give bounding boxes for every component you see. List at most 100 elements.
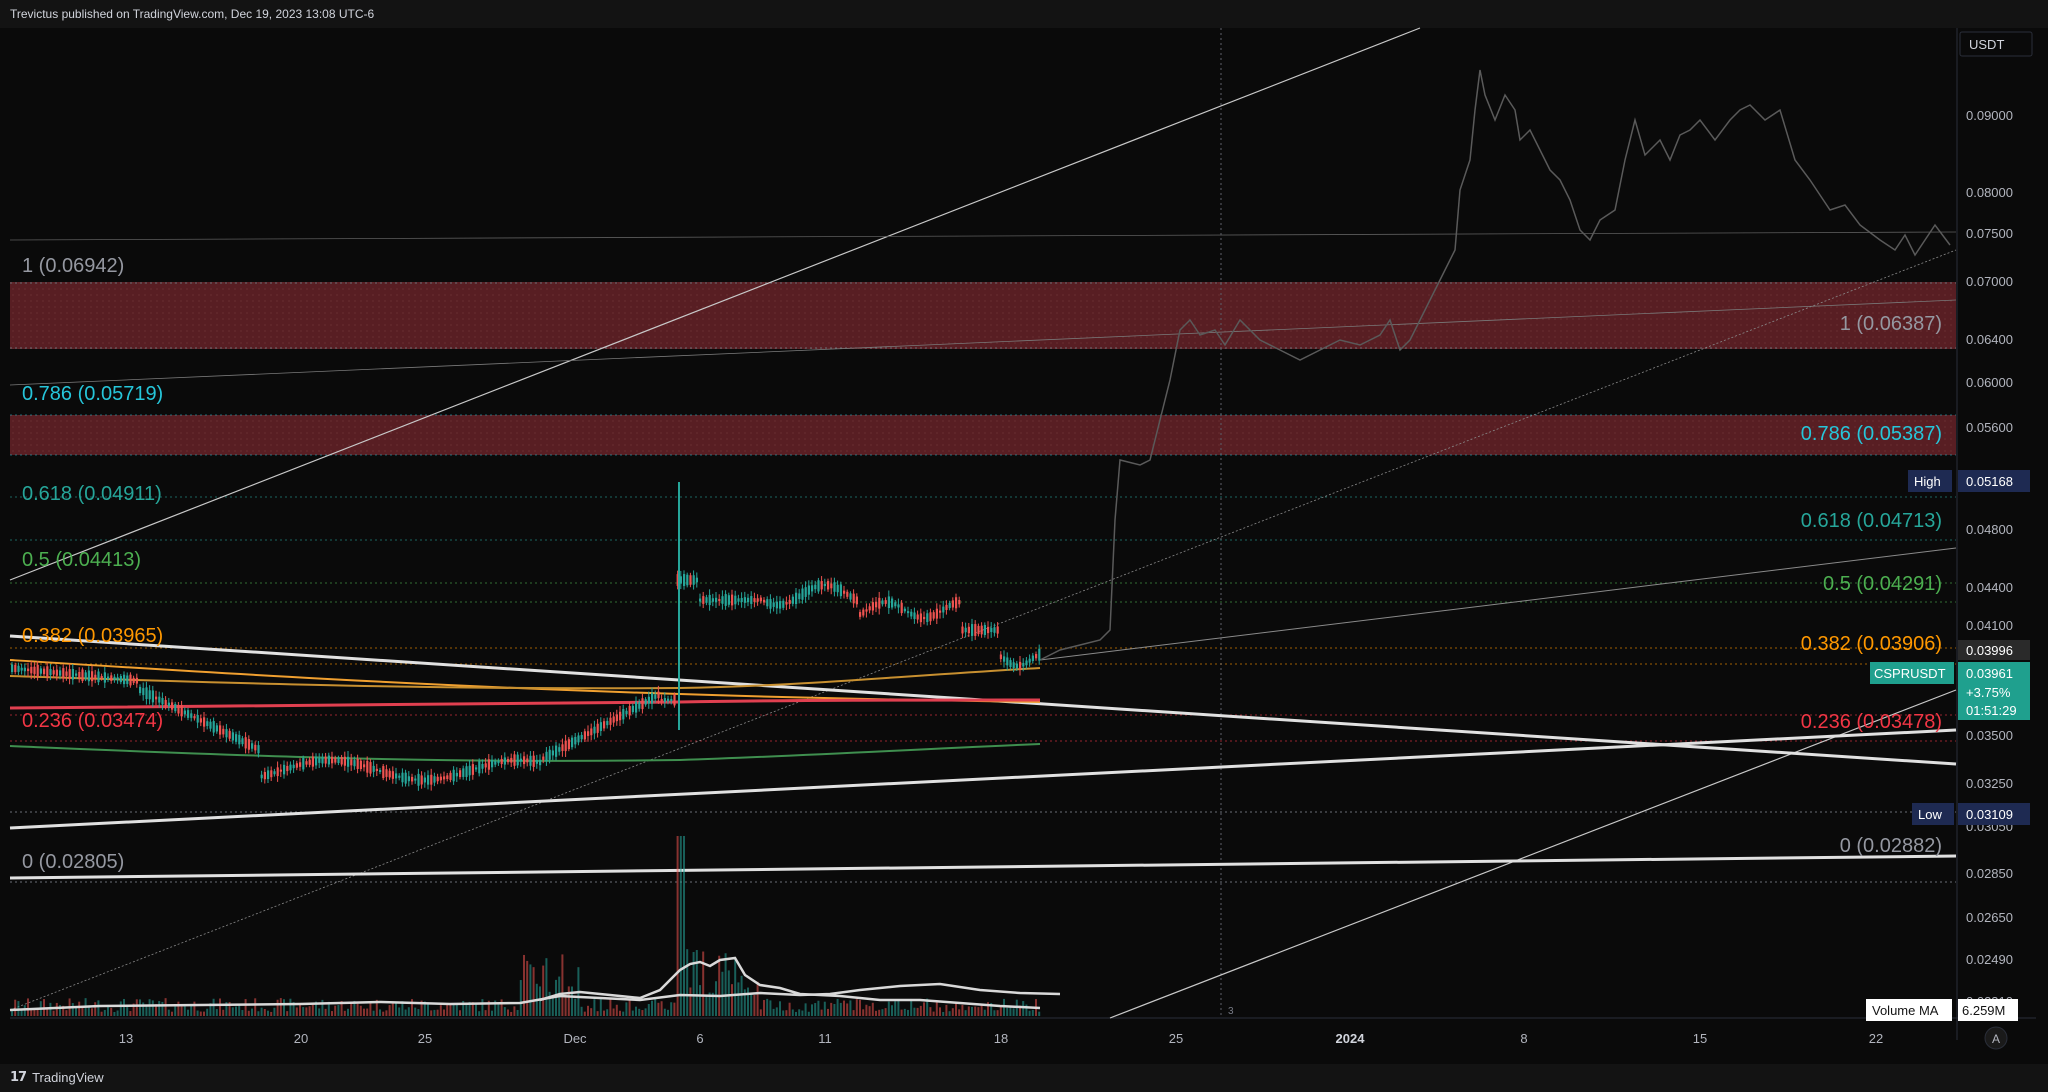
candle-body bbox=[772, 602, 775, 607]
volume-bar bbox=[71, 1003, 74, 1016]
price-scale[interactable] bbox=[1958, 28, 2036, 1064]
candle-body bbox=[452, 769, 455, 782]
upper-thin-line bbox=[9, 299, 1957, 386]
volume-bar bbox=[526, 960, 529, 1016]
fib-level-lines bbox=[10, 282, 1956, 883]
volume-bar bbox=[206, 1008, 209, 1016]
volume-bar bbox=[820, 1009, 823, 1016]
candle-body bbox=[1003, 656, 1006, 662]
volume-bar bbox=[855, 999, 858, 1016]
volume-bar bbox=[167, 1009, 170, 1016]
candle-body bbox=[215, 725, 218, 732]
candle-body bbox=[545, 751, 548, 762]
volume-bar bbox=[667, 1009, 669, 1016]
volume-bar bbox=[795, 1011, 797, 1016]
candle-body bbox=[103, 672, 106, 683]
volume-bar bbox=[926, 998, 929, 1016]
candle-body bbox=[734, 595, 737, 605]
candle-body bbox=[737, 598, 740, 602]
candle-body bbox=[503, 757, 506, 765]
channel-upper-line bbox=[9, 27, 1421, 581]
volume-bar bbox=[715, 981, 717, 1016]
volume-bar bbox=[983, 1009, 986, 1016]
volume-bar bbox=[788, 1002, 791, 1016]
volume-bar bbox=[519, 980, 522, 1016]
volume-bar bbox=[545, 958, 548, 1016]
volume-bar bbox=[782, 1010, 785, 1016]
candle-body bbox=[1012, 662, 1015, 669]
price-tick: 0.02490 bbox=[1966, 952, 2013, 967]
candle-body bbox=[555, 745, 558, 757]
candle-body bbox=[132, 677, 135, 683]
volume-bar bbox=[958, 1009, 961, 1016]
candle-body bbox=[455, 772, 458, 777]
price-tick: 0.03250 bbox=[1966, 776, 2013, 791]
candle-body bbox=[724, 594, 727, 606]
candle-body bbox=[923, 616, 926, 620]
volume-bar bbox=[385, 1010, 388, 1016]
volume-bar bbox=[14, 999, 17, 1016]
volume-bar bbox=[347, 1008, 349, 1016]
auto-scale-button[interactable] bbox=[1984, 1026, 2008, 1050]
candle-body bbox=[350, 759, 353, 766]
volume-bar bbox=[590, 1008, 593, 1016]
volume-bar bbox=[811, 1004, 813, 1016]
resistance-zone-lower bbox=[10, 415, 1956, 455]
candle-body bbox=[1015, 663, 1018, 669]
candle-body bbox=[958, 599, 961, 605]
price-change: +3.75% bbox=[1966, 685, 2011, 700]
volume-bar bbox=[231, 1007, 234, 1016]
fib-label-right: 1 (0.06387) bbox=[1840, 313, 1942, 335]
candle-body bbox=[615, 714, 618, 722]
candle-body bbox=[875, 601, 878, 608]
volume-bar bbox=[273, 1007, 276, 1016]
volume-bar bbox=[174, 1006, 177, 1016]
candle-body bbox=[590, 728, 593, 736]
volume-bar bbox=[75, 1006, 77, 1016]
volume-bar bbox=[971, 1006, 973, 1016]
volume-bar bbox=[683, 836, 685, 1016]
volume-bar bbox=[1025, 1004, 1028, 1016]
volume-bar bbox=[132, 1003, 135, 1016]
volume-bar bbox=[606, 1009, 609, 1016]
currency-button[interactable] bbox=[1959, 31, 2033, 57]
candle-body bbox=[347, 756, 350, 767]
candle-body bbox=[420, 775, 423, 785]
candle-body bbox=[830, 583, 833, 589]
volume-bar bbox=[871, 1002, 874, 1016]
candle-body bbox=[235, 734, 238, 742]
tradingview-brand[interactable]: 17 TradingView bbox=[10, 1070, 104, 1085]
volume-bar bbox=[1006, 1007, 1009, 1016]
candle-body bbox=[926, 613, 929, 623]
candle-body bbox=[891, 598, 894, 608]
event-marker[interactable]: 3 bbox=[1228, 1006, 1234, 1017]
candle-body bbox=[868, 606, 871, 611]
price-tick: 0.02850 bbox=[1966, 866, 2013, 881]
candle-body bbox=[983, 624, 986, 636]
volume-bar bbox=[254, 998, 257, 1016]
candle-body bbox=[337, 757, 340, 764]
candle-body bbox=[228, 730, 231, 739]
volume-bar bbox=[372, 1010, 375, 1016]
candle-body bbox=[839, 584, 842, 597]
volume-bar bbox=[126, 1006, 129, 1016]
candle-body bbox=[1028, 658, 1031, 663]
volume-bar bbox=[289, 998, 292, 1016]
candle-body bbox=[238, 734, 241, 745]
volume-bar bbox=[97, 1000, 100, 1016]
volume-bar bbox=[1012, 1008, 1015, 1016]
plot-area[interactable] bbox=[10, 28, 1956, 1040]
candle-body bbox=[366, 760, 369, 773]
candle-body bbox=[324, 756, 327, 764]
price-tick: 0.09000 bbox=[1966, 108, 2013, 123]
volume-bar bbox=[228, 1002, 231, 1016]
last-value: 0.03996 bbox=[1966, 643, 2013, 658]
volume-bar bbox=[475, 1003, 477, 1016]
candle-body bbox=[747, 597, 750, 603]
brand-label: TradingView bbox=[32, 1070, 104, 1085]
candle-body bbox=[247, 739, 250, 750]
volume-bar bbox=[919, 1005, 922, 1016]
volume-ma-legend[interactable] bbox=[1866, 999, 1952, 1021]
volume-bar bbox=[497, 1003, 500, 1016]
